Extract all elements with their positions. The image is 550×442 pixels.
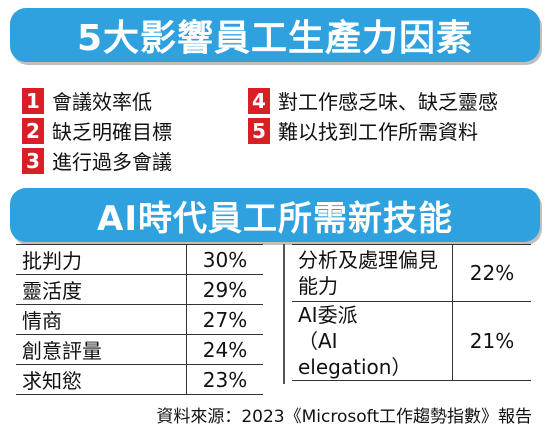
table-row: 分析及處理偏見 能力 22% <box>292 244 531 302</box>
factor-item: 5 難以找到工作所需資料 <box>248 116 478 145</box>
title-productivity-factors: 5大影響員工生產力因素 <box>10 8 540 62</box>
skill-label-line2: （AI elegation） <box>298 329 412 379</box>
factor-text: 缺乏明確目標 <box>52 120 172 144</box>
skill-percent: 27% <box>186 304 263 335</box>
skill-label-line1: AI委派 <box>298 303 358 327</box>
skill-label: 創意評量 <box>16 334 187 365</box>
skill-percent: 21% <box>452 301 531 381</box>
factor-item: 3 進行過多會議 <box>22 146 172 175</box>
skill-label: 求知慾 <box>16 364 187 395</box>
factor-item: 1 會議效率低 <box>22 86 152 115</box>
number-badge: 5 <box>248 117 270 144</box>
factor-text: 對工作感乏味、缺乏靈感 <box>278 90 498 114</box>
table-row: AI委派 （AI elegation） 21% <box>292 301 531 381</box>
skill-label: 靈活度 <box>16 274 187 305</box>
table-row: 批判力 30% <box>16 244 263 275</box>
skill-label-line1: 分析及處理偏見 <box>298 248 438 272</box>
skill-label: AI委派 （AI elegation） <box>292 301 453 381</box>
factor-item: 2 缺乏明確目標 <box>22 116 172 145</box>
table-row: 求知慾 23% <box>16 364 263 395</box>
source-note: 資料來源：2023《Microsoft工作趨勢指數》報告 <box>156 407 532 427</box>
table-row: 創意評量 24% <box>16 334 263 365</box>
skill-percent: 29% <box>186 274 263 305</box>
column-divider <box>283 244 285 384</box>
skill-percent: 24% <box>186 334 263 365</box>
table-row: 靈活度 29% <box>16 274 263 305</box>
skills-table-right: 分析及處理偏見 能力 22% AI委派 （AI elegation） 21% <box>292 244 531 381</box>
factor-text: 進行過多會議 <box>52 150 172 174</box>
number-badge: 4 <box>248 87 270 114</box>
skill-percent: 22% <box>452 244 531 302</box>
number-badge: 1 <box>22 87 44 114</box>
skill-label: 情商 <box>16 304 187 335</box>
skill-label-line2: 能力 <box>298 274 338 298</box>
title-ai-skills: AI時代員工所需新技能 <box>10 188 540 242</box>
factor-item: 4 對工作感乏味、缺乏靈感 <box>248 86 498 115</box>
table-row: 情商 27% <box>16 304 263 335</box>
skill-label: 批判力 <box>16 244 187 275</box>
skills-table-left: 批判力 30% 靈活度 29% 情商 27% 創意評量 24% 求知慾 23% <box>16 244 263 395</box>
factor-text: 會議效率低 <box>52 90 152 114</box>
number-badge: 2 <box>22 117 44 144</box>
skill-percent: 23% <box>186 364 263 395</box>
skill-label: 分析及處理偏見 能力 <box>292 244 453 302</box>
factor-text: 難以找到工作所需資料 <box>278 120 478 144</box>
skill-percent: 30% <box>186 244 263 275</box>
number-badge: 3 <box>22 147 44 174</box>
